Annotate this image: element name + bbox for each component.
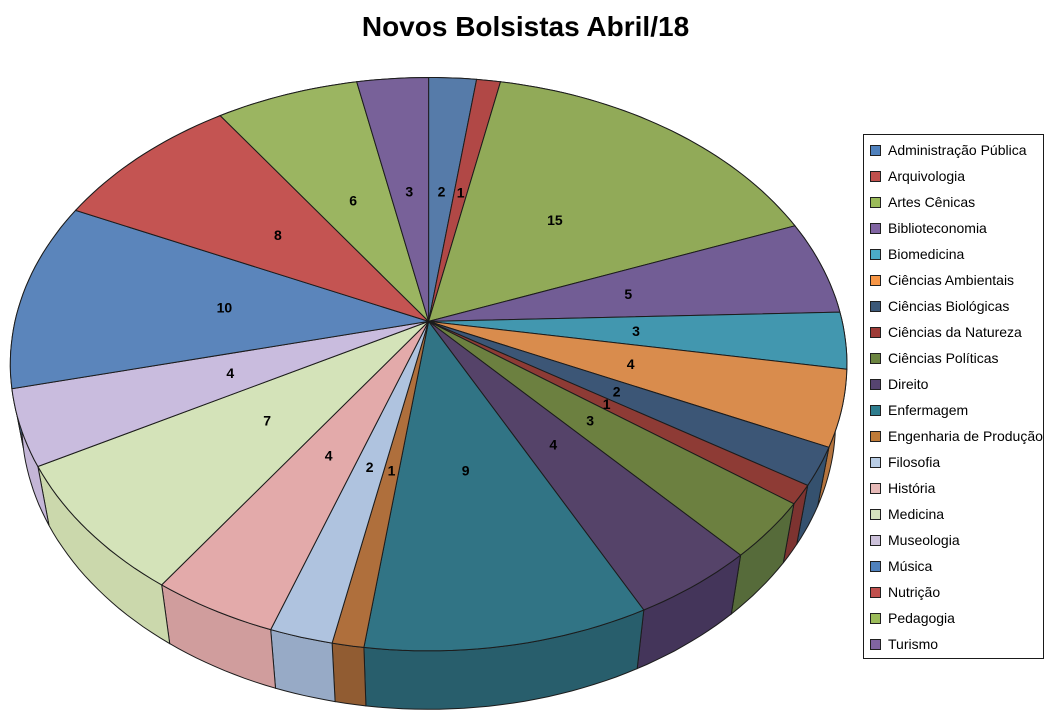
svg-text:4: 4 [325,447,333,463]
svg-text:1: 1 [603,396,611,412]
svg-text:1: 1 [457,185,465,201]
svg-text:15: 15 [547,212,563,228]
svg-text:2: 2 [438,183,446,199]
svg-text:2: 2 [613,383,621,399]
svg-text:5: 5 [624,286,632,302]
svg-text:1: 1 [388,463,396,479]
svg-text:3: 3 [405,184,413,200]
svg-text:4: 4 [627,356,635,372]
svg-text:3: 3 [632,323,640,339]
svg-text:8: 8 [274,227,282,243]
svg-text:7: 7 [263,412,271,428]
svg-text:2: 2 [366,459,374,475]
svg-text:6: 6 [349,193,357,209]
svg-text:4: 4 [226,365,234,381]
svg-text:3: 3 [586,412,594,428]
svg-text:10: 10 [217,300,233,316]
svg-text:4: 4 [549,437,557,453]
svg-text:9: 9 [462,463,470,479]
